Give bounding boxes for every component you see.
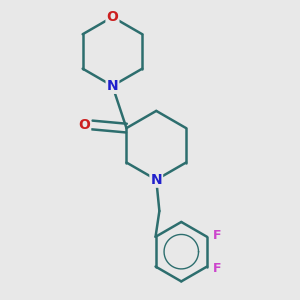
Text: O: O [78,118,90,132]
Text: N: N [106,79,118,93]
Text: F: F [213,229,222,242]
Text: O: O [106,10,119,24]
Text: F: F [213,262,222,275]
Text: N: N [150,173,162,187]
